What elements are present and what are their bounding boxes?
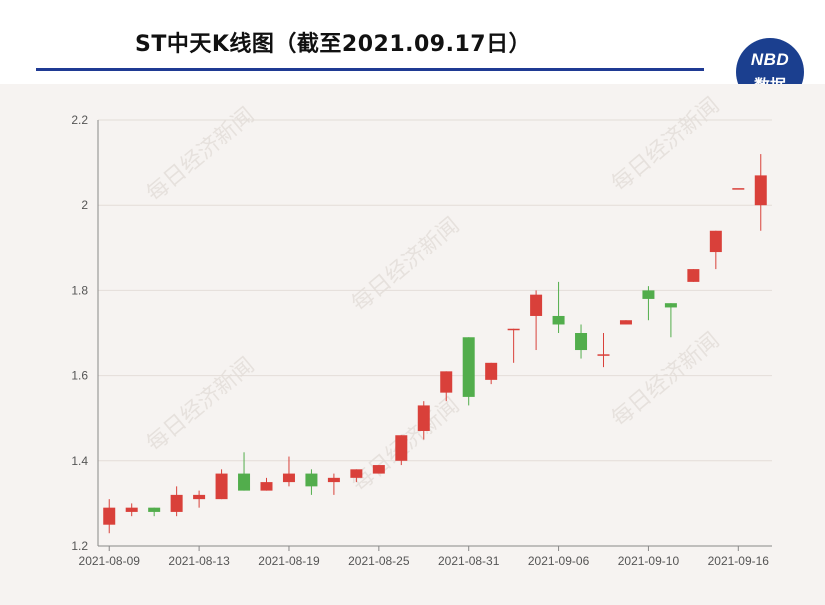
y-tick-label: 1.4 bbox=[71, 454, 88, 468]
watermark-text: 每日经济新闻 bbox=[607, 93, 724, 197]
candle bbox=[215, 469, 228, 500]
logo-text-nbd: NBD bbox=[750, 50, 790, 69]
x-tick-label: 2021-08-09 bbox=[79, 554, 141, 568]
candle bbox=[103, 499, 116, 534]
y-tick-label: 1.6 bbox=[71, 369, 88, 383]
candle bbox=[507, 328, 520, 363]
candle bbox=[305, 469, 318, 495]
y-tick-label: 1.2 bbox=[71, 539, 88, 553]
candle-body bbox=[193, 494, 206, 500]
candle-body bbox=[372, 465, 385, 474]
candle bbox=[687, 269, 700, 282]
candle bbox=[440, 371, 453, 402]
chart-panel bbox=[0, 84, 825, 605]
x-tick-label: 2021-09-16 bbox=[708, 554, 770, 568]
candle bbox=[372, 465, 385, 474]
watermark-text: 每日经济新闻 bbox=[607, 328, 724, 432]
candle bbox=[327, 473, 340, 495]
candle bbox=[148, 507, 161, 517]
candle bbox=[282, 456, 295, 487]
candle-body bbox=[148, 507, 161, 512]
candle bbox=[732, 188, 745, 190]
candle bbox=[238, 452, 251, 491]
candle bbox=[754, 154, 767, 231]
candle bbox=[193, 490, 206, 508]
candle-body bbox=[103, 507, 116, 525]
candle bbox=[642, 286, 655, 321]
candle bbox=[664, 303, 677, 338]
x-tick-label: 2021-08-25 bbox=[348, 554, 410, 568]
candle bbox=[552, 281, 565, 333]
candle bbox=[417, 401, 430, 440]
title-underline bbox=[36, 68, 704, 71]
watermark-layer: 每日经济新闻每日经济新闻每日经济新闻每日经济新闻每日经济新闻每日经济新闻 bbox=[142, 93, 724, 497]
y-tick-label: 2.2 bbox=[71, 113, 88, 127]
candle bbox=[530, 290, 543, 351]
candle bbox=[619, 320, 632, 325]
watermark-text: 每日经济新闻 bbox=[142, 103, 259, 207]
candle-body bbox=[125, 507, 138, 512]
candle-body bbox=[215, 473, 228, 500]
candle-body bbox=[485, 362, 498, 380]
candle-body bbox=[327, 477, 340, 483]
candle bbox=[170, 486, 183, 517]
candle-body bbox=[552, 315, 565, 325]
candle-body bbox=[687, 269, 700, 282]
candle-body bbox=[238, 473, 251, 491]
candle-body bbox=[575, 333, 588, 351]
candle bbox=[125, 503, 138, 517]
candle-body bbox=[732, 188, 745, 190]
candle-body bbox=[619, 320, 632, 325]
y-tick-label: 2 bbox=[81, 198, 88, 212]
x-tick-label: 2021-08-13 bbox=[168, 554, 230, 568]
candle-body bbox=[530, 294, 543, 316]
candle-body bbox=[395, 435, 408, 461]
candle-body bbox=[417, 405, 430, 431]
candle bbox=[575, 324, 588, 359]
candle bbox=[485, 362, 498, 385]
watermark-text: 每日经济新闻 bbox=[142, 353, 259, 457]
candle-body bbox=[350, 469, 363, 478]
x-tick-label: 2021-09-06 bbox=[528, 554, 590, 568]
candle-body bbox=[642, 290, 655, 299]
candle bbox=[709, 230, 722, 270]
candle-body bbox=[597, 354, 610, 356]
candle-body bbox=[664, 303, 677, 308]
chart-title: ST中天K线图（截至2021.09.17日） bbox=[135, 32, 532, 57]
candle bbox=[462, 337, 475, 406]
candle-body bbox=[282, 473, 295, 483]
candle-body bbox=[709, 230, 722, 253]
candle-body bbox=[507, 328, 520, 331]
candles bbox=[103, 154, 767, 534]
candle bbox=[260, 477, 273, 491]
candle-body bbox=[305, 473, 318, 487]
axes: 1.2 1.4 1.6 1.8 2 2.2 2021-08-09 2021-08-13 2021… bbox=[71, 113, 772, 568]
candle-body bbox=[440, 371, 453, 393]
watermark-text: 每日经济新闻 bbox=[347, 213, 464, 317]
candle bbox=[597, 333, 610, 368]
candle bbox=[350, 469, 363, 483]
candle bbox=[395, 435, 408, 466]
x-tick-label: 2021-08-19 bbox=[258, 554, 320, 568]
candle-body bbox=[260, 482, 273, 491]
candle-body bbox=[754, 175, 767, 206]
y-tick-label: 1.8 bbox=[71, 283, 88, 297]
x-tick-label: 2021-09-10 bbox=[618, 554, 680, 568]
x-tick-label: 2021-08-31 bbox=[438, 554, 500, 568]
candle-body bbox=[462, 337, 475, 397]
candle-body bbox=[170, 494, 183, 512]
